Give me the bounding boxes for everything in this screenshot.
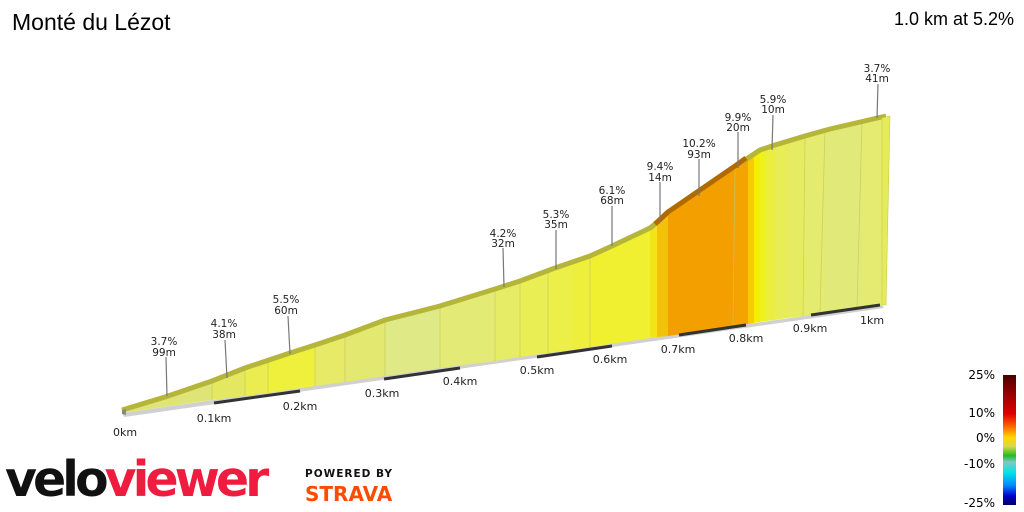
svg-text:32m: 32m (491, 238, 515, 250)
legend-color-bar (1003, 375, 1016, 505)
svg-text:1km: 1km (860, 314, 884, 327)
svg-text:0km: 0km (113, 426, 137, 439)
svg-text:9.4%: 9.4% (647, 161, 674, 173)
svg-text:0.8km: 0.8km (729, 332, 764, 345)
svg-text:10m: 10m (761, 104, 785, 116)
powered-by-label: POWERED BY (305, 468, 394, 480)
strava-logo: STRAVA (305, 482, 393, 506)
svg-text:4.2%: 4.2% (490, 228, 517, 240)
svg-text:0.2km: 0.2km (283, 400, 318, 413)
svg-text:93m: 93m (687, 149, 711, 161)
legend-label-25: 25% (968, 368, 995, 382)
svg-text:38m: 38m (212, 329, 236, 341)
svg-text:3.7%: 3.7% (864, 63, 891, 75)
svg-text:10.2%: 10.2% (682, 138, 715, 150)
svg-text:0.1km: 0.1km (197, 412, 232, 425)
gradient-slices (122, 116, 886, 413)
svg-text:5.3%: 5.3% (543, 209, 570, 221)
profile-ridge-steep (653, 155, 748, 226)
legend-label-neg25: -25% (963, 496, 995, 510)
svg-text:60m: 60m (274, 305, 298, 317)
veloviewer-logo: veloviewer (5, 451, 270, 508)
segment-title: Monté du Lézot (12, 9, 171, 35)
svg-text:0.7km: 0.7km (661, 343, 696, 356)
svg-text:0.4km: 0.4km (443, 375, 478, 388)
svg-text:5.9%: 5.9% (760, 94, 787, 106)
legend-label-0: 0% (975, 431, 995, 445)
slice-separators (211, 120, 863, 400)
svg-text:5.5%: 5.5% (273, 294, 300, 306)
svg-text:35m: 35m (544, 219, 568, 231)
logo-velo: velo (5, 451, 109, 508)
svg-text:6.1%: 6.1% (599, 185, 626, 197)
svg-text:14m: 14m (648, 172, 672, 184)
x-axis-labels: 0km 0.1km 0.2km 0.3km 0.4km 0.5km 0.6km … (113, 314, 884, 439)
svg-text:0.6km: 0.6km (593, 353, 628, 366)
segment-callouts: 3.7% 99m 4.1% 38m 5.5% 60m 4.2% 32m 5.3%… (151, 63, 891, 359)
svg-text:4.1%: 4.1% (211, 318, 238, 330)
svg-text:0.5km: 0.5km (520, 364, 555, 377)
svg-text:99m: 99m (152, 347, 176, 359)
svg-text:20m: 20m (726, 122, 750, 134)
svg-text:68m: 68m (600, 195, 624, 207)
svg-text:9.9%: 9.9% (725, 112, 752, 124)
distance-scale-bars (213, 303, 881, 405)
logo-viewer: viewer (104, 451, 270, 508)
svg-text:0.3km: 0.3km (365, 387, 400, 400)
legend-label-neg10: -10% (963, 457, 995, 471)
segment-summary: 1.0 km at 5.2% (893, 9, 1014, 29)
legend-label-10: 10% (968, 406, 995, 420)
svg-text:3.7%: 3.7% (151, 336, 178, 348)
callout-leaders (165, 83, 879, 397)
svg-text:41m: 41m (865, 73, 889, 85)
svg-text:0.9km: 0.9km (793, 322, 828, 335)
